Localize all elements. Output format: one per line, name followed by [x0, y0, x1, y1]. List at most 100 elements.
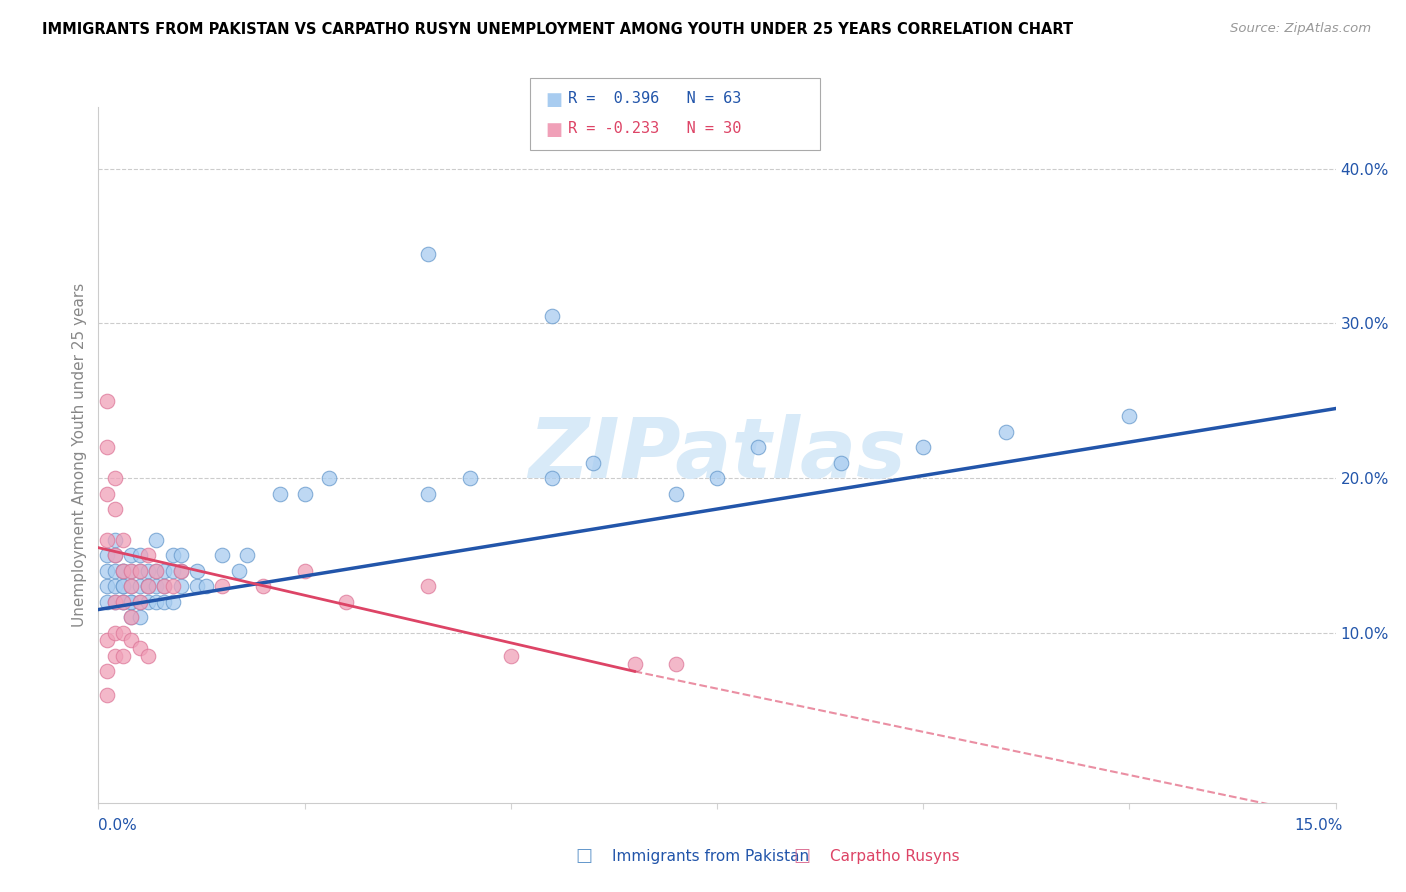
Point: [128, 610, 150, 624]
Point: [211, 549, 233, 563]
Point: [112, 595, 135, 609]
Point: [136, 579, 159, 593]
Point: [120, 610, 142, 624]
Point: [252, 579, 274, 593]
Point: [112, 579, 135, 593]
Point: [112, 579, 135, 593]
Point: [335, 595, 357, 609]
Text: Immigrants from Pakistan: Immigrants from Pakistan: [612, 849, 808, 863]
Text: □: □: [793, 847, 810, 865]
Point: [104, 549, 127, 563]
Point: [186, 564, 208, 578]
Point: [145, 595, 167, 609]
Point: [136, 648, 159, 663]
Point: [104, 533, 127, 547]
Point: [112, 564, 135, 578]
Point: [145, 564, 167, 578]
Point: [747, 440, 769, 454]
Point: [96, 549, 118, 563]
Text: R =  0.396   N = 63: R = 0.396 N = 63: [568, 91, 741, 106]
Point: [128, 564, 150, 578]
Text: IMMIGRANTS FROM PAKISTAN VS CARPATHO RUSYN UNEMPLOYMENT AMONG YOUTH UNDER 25 YEA: IMMIGRANTS FROM PAKISTAN VS CARPATHO RUS…: [42, 22, 1073, 37]
Text: ZIPatlas: ZIPatlas: [529, 415, 905, 495]
Point: [136, 579, 159, 593]
Point: [96, 633, 118, 648]
Text: 0.0%: 0.0%: [98, 818, 138, 832]
Point: [112, 564, 135, 578]
Point: [418, 579, 440, 593]
Point: [120, 595, 142, 609]
Text: ■: ■: [546, 121, 562, 139]
Point: [96, 564, 118, 578]
Point: [120, 610, 142, 624]
Point: [994, 425, 1017, 439]
Point: [294, 564, 316, 578]
Point: [96, 595, 118, 609]
Point: [162, 595, 184, 609]
Point: [104, 595, 127, 609]
Y-axis label: Unemployment Among Youth under 25 years: Unemployment Among Youth under 25 years: [72, 283, 87, 627]
Point: [136, 564, 159, 578]
Point: [120, 633, 142, 648]
Point: [120, 549, 142, 563]
Point: [112, 648, 135, 663]
Point: [153, 564, 176, 578]
Point: [104, 549, 127, 563]
Point: [136, 595, 159, 609]
Point: [128, 549, 150, 563]
Point: [136, 579, 159, 593]
Point: [153, 579, 176, 593]
Point: [170, 564, 193, 578]
Point: [170, 579, 193, 593]
Point: [128, 564, 150, 578]
Point: [269, 486, 291, 500]
Point: [112, 564, 135, 578]
Point: [318, 471, 340, 485]
Point: [665, 657, 688, 671]
Point: [541, 471, 564, 485]
Point: [96, 486, 118, 500]
Point: [128, 595, 150, 609]
Point: [830, 456, 852, 470]
Point: [120, 579, 142, 593]
Point: [541, 309, 564, 323]
Point: [162, 579, 184, 593]
Point: [104, 595, 127, 609]
Point: [186, 579, 208, 593]
Point: [228, 564, 250, 578]
Point: [104, 564, 127, 578]
Point: [96, 579, 118, 593]
Text: Carpatho Rusyns: Carpatho Rusyns: [830, 849, 959, 863]
Point: [294, 486, 316, 500]
Point: [162, 564, 184, 578]
Point: [145, 564, 167, 578]
Point: [120, 564, 142, 578]
Point: [623, 657, 645, 671]
Point: [665, 486, 688, 500]
Point: [706, 471, 728, 485]
Point: [194, 579, 217, 593]
Point: [104, 579, 127, 593]
Text: R = -0.233   N = 30: R = -0.233 N = 30: [568, 121, 741, 136]
Point: [120, 579, 142, 593]
Point: [96, 440, 118, 454]
Point: [104, 502, 127, 516]
Point: [418, 247, 440, 261]
Point: [120, 564, 142, 578]
Point: [112, 595, 135, 609]
Point: [145, 579, 167, 593]
Point: [128, 579, 150, 593]
Point: [96, 533, 118, 547]
Point: [1118, 409, 1140, 424]
Text: □: □: [575, 847, 592, 865]
Point: [96, 688, 118, 702]
Point: [104, 648, 127, 663]
Point: [112, 625, 135, 640]
Text: ■: ■: [546, 91, 562, 109]
Point: [458, 471, 481, 485]
Text: 15.0%: 15.0%: [1295, 818, 1343, 832]
Point: [104, 625, 127, 640]
Point: [96, 665, 118, 679]
Point: [128, 595, 150, 609]
Point: [145, 533, 167, 547]
